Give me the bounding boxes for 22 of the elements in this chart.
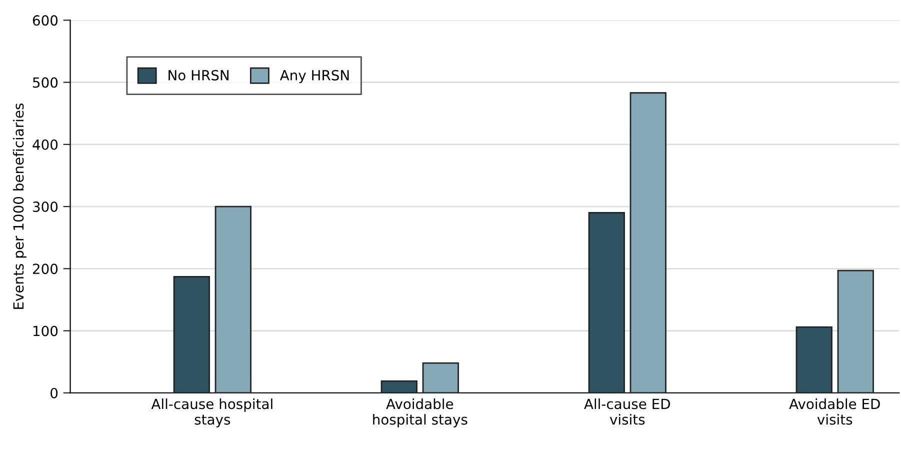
x-tick-label: All-cause ED visits xyxy=(584,398,670,425)
y-tick-label: 200 xyxy=(32,264,58,274)
y-axis-title: Events per 1000 beneficiaries xyxy=(12,103,26,309)
y-tick-label: 0 xyxy=(50,388,58,398)
y-tick-label: 500 xyxy=(33,77,58,88)
bar xyxy=(837,270,874,393)
bar xyxy=(214,206,252,393)
bar xyxy=(380,380,418,393)
legend-label: No HRSN xyxy=(168,70,228,80)
bar xyxy=(796,326,832,393)
x-tick-label: Avoidable hospital stays xyxy=(373,398,468,428)
bar xyxy=(630,92,666,393)
y-tick-label: 400 xyxy=(32,139,58,150)
bar xyxy=(422,362,459,393)
y-tick-label: 600 xyxy=(32,15,58,26)
x-tick-label: All-cause hospital stays xyxy=(151,398,272,428)
bar xyxy=(173,276,210,393)
y-tick-label: 300 xyxy=(33,202,58,212)
legend-label: Any HRSN xyxy=(280,70,349,84)
x-tick-label: Avoidable ED visits xyxy=(789,398,880,425)
bar xyxy=(588,212,625,393)
y-tick-label: 100 xyxy=(33,326,58,336)
